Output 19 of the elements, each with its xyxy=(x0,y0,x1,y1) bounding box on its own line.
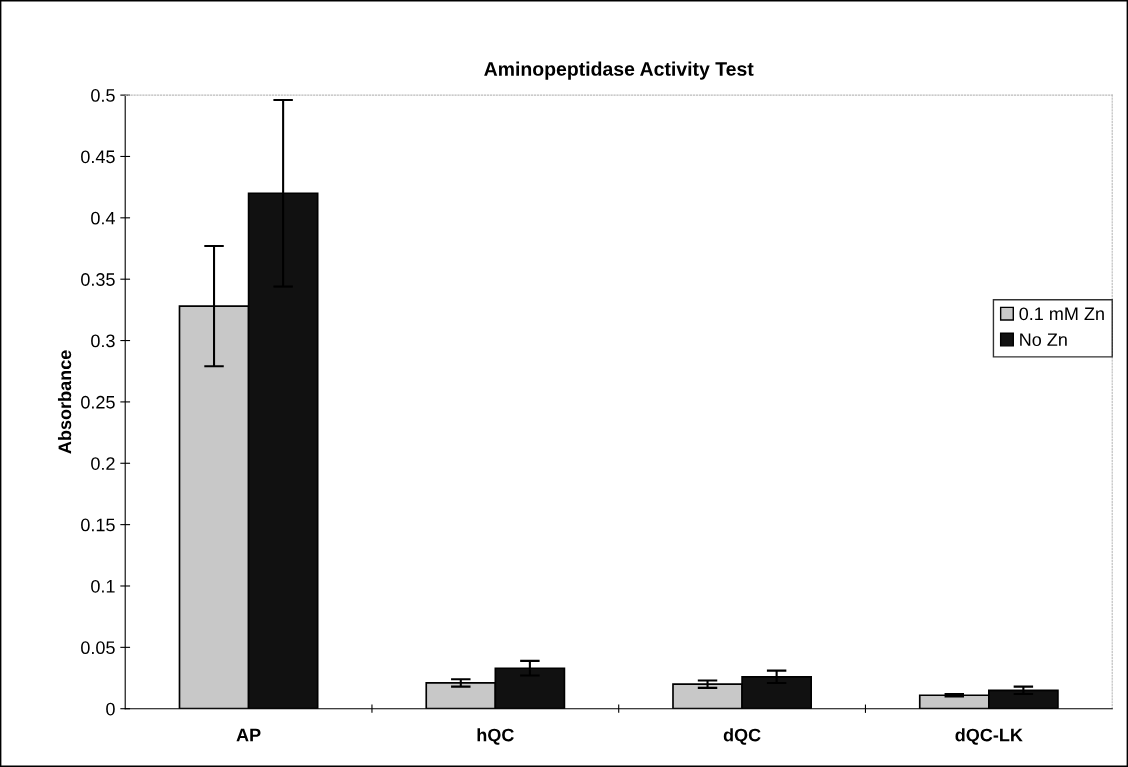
legend-label: 0.1 mM Zn xyxy=(1019,307,1104,321)
y-tick-label: 0.4 xyxy=(91,211,115,225)
y-tick-label: 0.2 xyxy=(91,457,115,470)
y-tick-label: 0.35 xyxy=(81,273,115,286)
x-tick-label: dQC-LK xyxy=(955,728,1023,745)
y-tick-label: 0.15 xyxy=(81,518,115,532)
y-tick-label: 0 xyxy=(106,702,115,716)
y-tick-label: 0.45 xyxy=(81,150,115,164)
x-tick-label: hQC xyxy=(477,728,514,745)
y-tick-label: 0.1 xyxy=(91,579,115,593)
x-tick-label: AP xyxy=(236,728,261,742)
y-tick-label: 0.25 xyxy=(81,395,115,409)
y-tick-label: 0.5 xyxy=(91,89,115,102)
y-tick-label: 0.3 xyxy=(91,334,115,348)
y-axis-title: Absorbance xyxy=(57,350,72,454)
chart-title: Aminopeptidase Activity Test xyxy=(484,61,754,80)
x-tick-label: dQC xyxy=(723,728,761,745)
y-tick-label: 0.05 xyxy=(81,641,115,655)
legend-label: No Zn xyxy=(1020,333,1067,347)
